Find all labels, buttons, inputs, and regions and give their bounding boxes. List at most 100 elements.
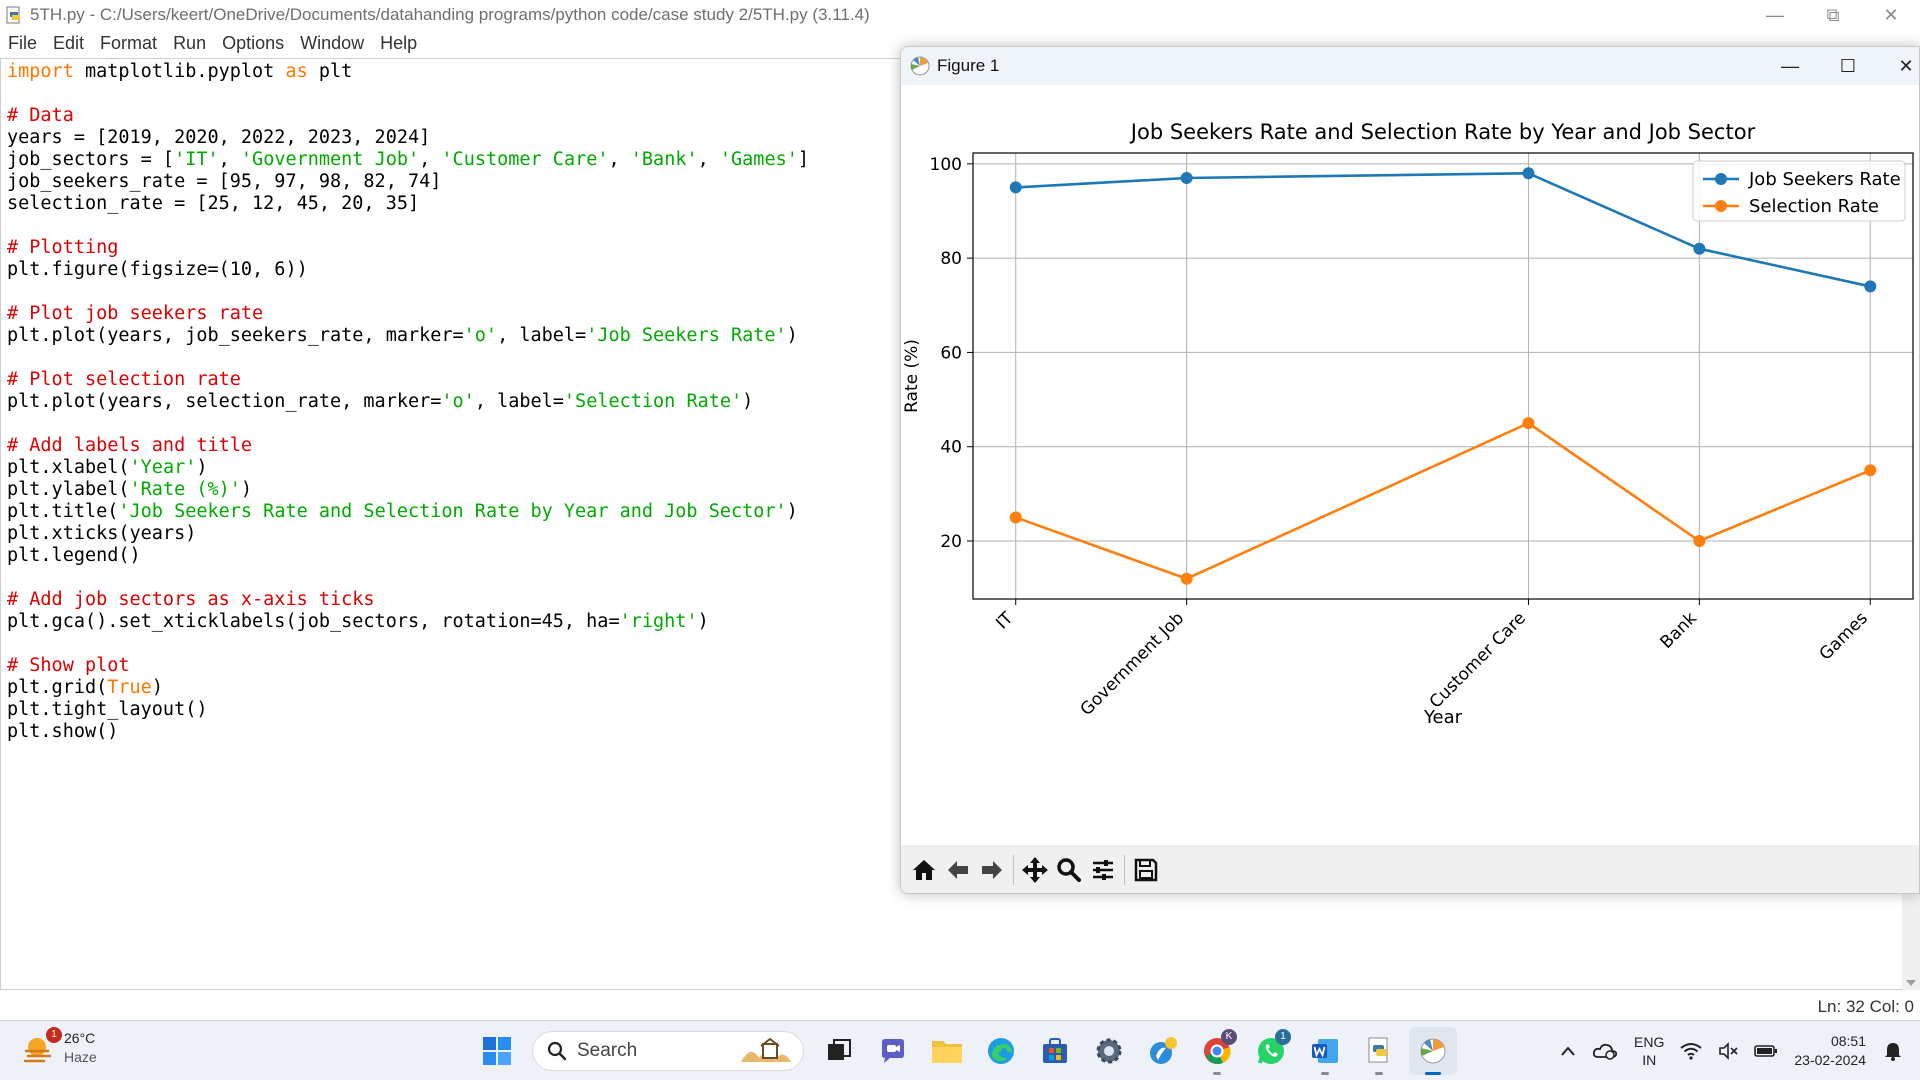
chart-title: Job Seekers Rate and Selection Rate by Y…: [1129, 120, 1756, 144]
onedrive-sync-icon[interactable]: [1592, 1041, 1618, 1061]
code-line[interactable]: years = [2019, 2020, 2022, 2023, 2024]: [7, 127, 809, 149]
figure-minimize-button[interactable]: —: [1781, 55, 1799, 76]
clock[interactable]: 08:51 23-02-2024: [1794, 1032, 1866, 1070]
save-icon[interactable]: [1129, 853, 1163, 887]
code-line[interactable]: [7, 347, 809, 369]
figure-maximize-button[interactable]: ☐: [1839, 55, 1857, 76]
code-line[interactable]: plt.grid(True): [7, 677, 809, 699]
figure-close-button[interactable]: ✕: [1898, 55, 1914, 76]
code-line[interactable]: [7, 281, 809, 303]
search-highlight-icon: [741, 1038, 791, 1062]
pan-icon[interactable]: [1018, 853, 1052, 887]
code-line[interactable]: plt.xlabel('Year'): [7, 457, 809, 479]
task-view-icon[interactable]: [815, 1027, 863, 1075]
code-token: plt.show(): [7, 721, 119, 742]
figure-window[interactable]: Figure 1 — ☐ ✕ Job Seekers Rate and Sele…: [900, 46, 1920, 894]
language-indicator[interactable]: ENG IN: [1634, 1033, 1664, 1069]
code-line[interactable]: plt.ylabel('Rate (%)'): [7, 479, 809, 501]
code-token: job_sectors = [: [7, 149, 175, 170]
figure-title-bar[interactable]: Figure 1 — ☐ ✕: [901, 47, 1919, 85]
teams-chat-icon[interactable]: [869, 1027, 917, 1075]
code-line[interactable]: plt.xticks(years): [7, 523, 809, 545]
menu-format[interactable]: Format: [100, 33, 158, 53]
notification-bell-icon[interactable]: [1884, 1041, 1902, 1061]
zoom-icon[interactable]: [1052, 853, 1086, 887]
code-line[interactable]: import matplotlib.pyplot as plt: [7, 61, 809, 83]
file-explorer-icon[interactable]: [923, 1027, 971, 1075]
forward-icon[interactable]: [975, 853, 1009, 887]
weather-widget[interactable]: 1 26°C Haze: [22, 1027, 97, 1067]
code-line[interactable]: # Add job sectors as x-axis ticks: [7, 589, 809, 611]
show-hidden-icons-chevron-up-icon[interactable]: [1560, 1045, 1576, 1057]
taskbar-search[interactable]: Search: [532, 1031, 804, 1071]
data-point-marker[interactable]: [1180, 572, 1193, 585]
code-line[interactable]: # Show plot: [7, 655, 809, 677]
code-line[interactable]: # Plot selection rate: [7, 369, 809, 391]
code-token: # Plotting: [7, 237, 119, 258]
data-point-marker[interactable]: [1864, 464, 1877, 477]
menu-edit[interactable]: Edit: [53, 33, 85, 53]
data-point-marker[interactable]: [1522, 167, 1535, 180]
data-point-marker[interactable]: [1180, 171, 1193, 184]
code-line[interactable]: plt.show(): [7, 721, 809, 743]
data-point-marker[interactable]: [1522, 417, 1535, 430]
data-point-marker[interactable]: [1009, 511, 1022, 524]
matplotlib-figure-taskbar-icon[interactable]: [1409, 1027, 1457, 1075]
search-icon: [547, 1041, 567, 1061]
code-text[interactable]: import matplotlib.pyplot as plt # Data ye…: [7, 61, 809, 743]
data-point-marker[interactable]: [1864, 280, 1877, 293]
code-line[interactable]: # Plotting: [7, 237, 809, 259]
chrome-browser-icon[interactable]: K: [1193, 1027, 1241, 1075]
code-token: True: [107, 677, 152, 698]
battery-icon[interactable]: [1754, 1044, 1778, 1058]
home-icon[interactable]: [907, 853, 941, 887]
editor-title-bar[interactable]: 5TH.py - C:/Users/keert/OneDrive/Documen…: [0, 0, 1920, 30]
menu-help[interactable]: Help: [380, 33, 418, 53]
code-line[interactable]: selection_rate = [25, 12, 45, 20, 35]: [7, 193, 809, 215]
code-line[interactable]: job_sectors = ['IT', 'Government Job', '…: [7, 149, 809, 171]
menu-run[interactable]: Run: [173, 33, 207, 53]
code-line[interactable]: # Plot job seekers rate: [7, 303, 809, 325]
code-line[interactable]: # Data: [7, 105, 809, 127]
restore-button[interactable]: ⧉: [1826, 4, 1840, 25]
python-idle-icon[interactable]: [1355, 1027, 1403, 1075]
edge-browser-icon[interactable]: [977, 1027, 1025, 1075]
data-point-marker[interactable]: [1693, 242, 1706, 255]
code-line[interactable]: # Add labels and title: [7, 435, 809, 457]
code-line[interactable]: plt.legend(): [7, 545, 809, 567]
menu-window[interactable]: Window: [300, 33, 365, 53]
code-line[interactable]: [7, 215, 809, 237]
close-button[interactable]: ✕: [1883, 4, 1899, 25]
code-token: plt.tight_layout(): [7, 699, 208, 720]
code-line[interactable]: [7, 413, 809, 435]
word-icon[interactable]: [1301, 1027, 1349, 1075]
minimize-button[interactable]: —: [1766, 4, 1784, 25]
code-line[interactable]: plt.figure(figsize=(10, 6)): [7, 259, 809, 281]
code-line[interactable]: plt.plot(years, selection_rate, marker='…: [7, 391, 809, 413]
back-icon[interactable]: [941, 853, 975, 887]
data-point-marker[interactable]: [1009, 181, 1022, 194]
settings-gear-icon[interactable]: [1085, 1027, 1133, 1075]
code-line[interactable]: plt.tight_layout(): [7, 699, 809, 721]
copilot-icon[interactable]: [1139, 1027, 1187, 1075]
menu-options[interactable]: Options: [222, 33, 285, 53]
scroll-down-arrow-icon[interactable]: [1906, 980, 1916, 986]
code-line[interactable]: [7, 633, 809, 655]
wifi-icon[interactable]: [1680, 1042, 1702, 1060]
code-line[interactable]: plt.plot(years, job_seekers_rate, marker…: [7, 325, 809, 347]
start-button[interactable]: [473, 1027, 521, 1075]
code-line[interactable]: plt.title('Job Seekers Rate and Selectio…: [7, 501, 809, 523]
speaker-muted-icon[interactable]: [1718, 1042, 1738, 1060]
code-line[interactable]: job_seekers_rate = [95, 97, 98, 82, 74]: [7, 171, 809, 193]
whatsapp-icon[interactable]: 1: [1247, 1027, 1295, 1075]
python-file-icon: [4, 5, 24, 25]
microsoft-store-icon[interactable]: [1031, 1027, 1079, 1075]
data-point-marker[interactable]: [1693, 535, 1706, 548]
menu-file[interactable]: File: [8, 33, 38, 53]
code-line[interactable]: plt.gca().set_xticklabels(job_sectors, r…: [7, 611, 809, 633]
code-line[interactable]: [7, 567, 809, 589]
code-line[interactable]: [7, 83, 809, 105]
code-token: matplotlib.pyplot: [73, 61, 286, 82]
configure-subplots-icon[interactable]: [1086, 853, 1120, 887]
line-chart[interactable]: Job Seekers Rate and Selection Rate by Y…: [901, 85, 1920, 845]
